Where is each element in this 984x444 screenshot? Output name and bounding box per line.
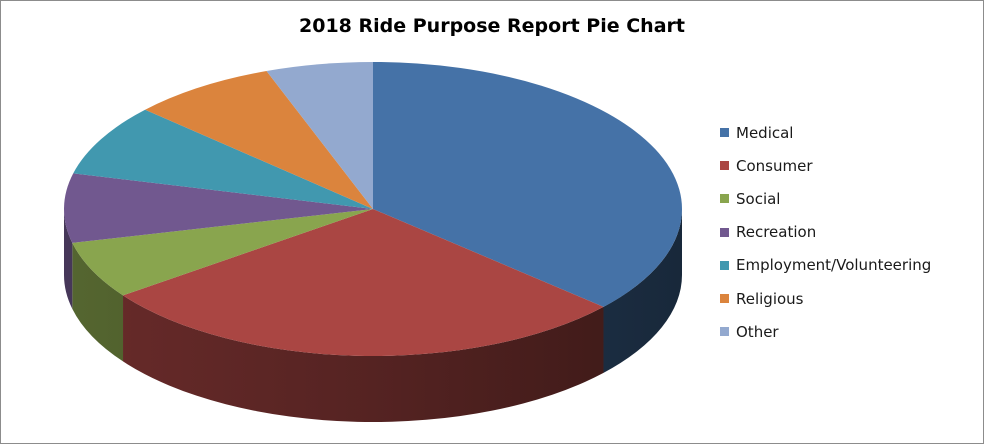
- chart-legend: Medical Consumer Social Recreation Employmen…: [720, 116, 931, 348]
- legend-item-medical: Medical: [720, 116, 931, 149]
- legend-item-employment-volunteering: Employment/Volunteering: [720, 249, 931, 282]
- legend-swatch-consumer: [720, 161, 729, 171]
- pie-slice-medical[interactable]: [373, 62, 682, 307]
- pie-side-medical: [603, 209, 682, 373]
- legend-item-recreation: Recreation: [720, 216, 931, 249]
- legend-swatch-recreation: [720, 227, 729, 237]
- legend-label-consumer: Consumer: [736, 156, 813, 175]
- pie-side-social: [72, 242, 124, 362]
- legend-swatch-medical: [720, 128, 729, 138]
- chart-title: 2018 Ride Purpose Report Pie Chart: [299, 15, 685, 37]
- legend-label-medical: Medical: [736, 123, 794, 142]
- legend-label-religious: Religious: [736, 289, 804, 308]
- pie-side-walls: [64, 209, 682, 423]
- pie-slice-social[interactable]: [72, 209, 373, 296]
- pie-slice-consumer[interactable]: [123, 209, 604, 356]
- legend-item-religious: Religious: [720, 282, 931, 315]
- pie-slice-other[interactable]: [266, 62, 373, 209]
- legend-item-consumer: Consumer: [720, 149, 931, 182]
- legend-swatch-social: [720, 194, 729, 204]
- pie-top-faces: [63, 62, 682, 356]
- pie-slice-religious[interactable]: [145, 71, 373, 209]
- legend-item-other: Other: [720, 315, 931, 348]
- legend-label-other: Other: [736, 322, 779, 341]
- legend-label-recreation: Recreation: [736, 223, 817, 242]
- pie-side-recreation: [64, 209, 73, 309]
- pie-slice-recreation[interactable]: [63, 173, 374, 243]
- legend-swatch-religious: [720, 294, 729, 304]
- pie-slice-employment-volunteering[interactable]: [73, 109, 373, 209]
- legend-label-social: Social: [736, 189, 781, 208]
- pie-side-consumer: [123, 295, 604, 423]
- legend-label-employment-volunteering: Employment/Volunteering: [736, 256, 932, 275]
- legend-swatch-employment-volunteering: [720, 260, 729, 270]
- legend-swatch-other: [720, 327, 729, 337]
- legend-item-social: Social: [720, 182, 931, 215]
